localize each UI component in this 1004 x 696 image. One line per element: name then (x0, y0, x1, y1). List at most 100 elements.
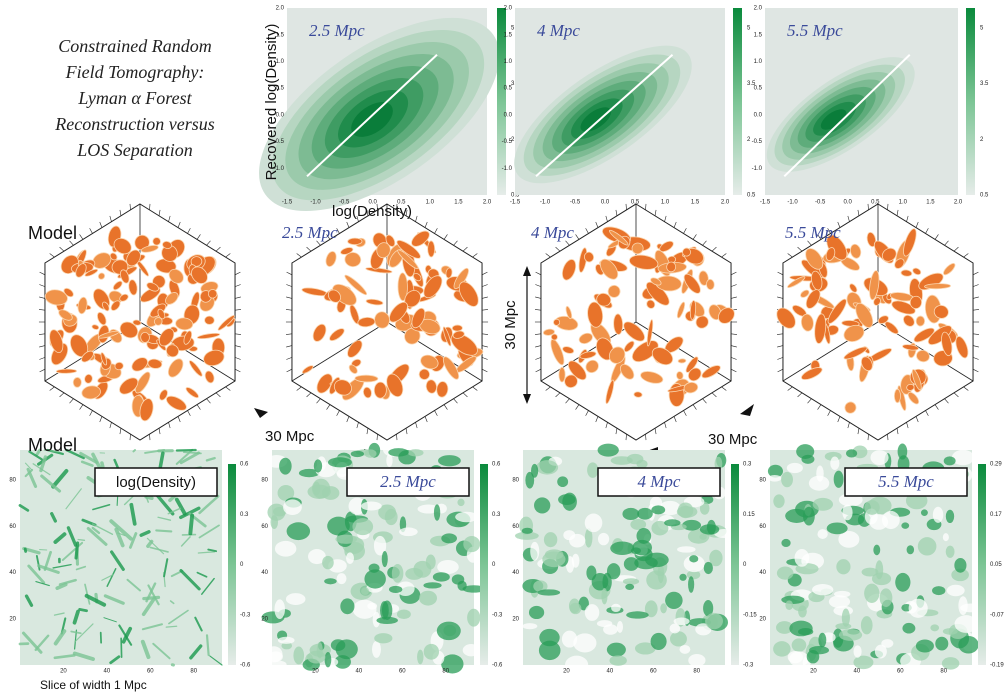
density-blob (603, 624, 618, 635)
density-blob (388, 448, 409, 457)
density-blob (407, 449, 424, 457)
density-blob (463, 536, 481, 553)
filament (43, 449, 60, 453)
title-line: Reconstruction versus (54, 114, 214, 134)
density-blob (636, 459, 648, 469)
density-blob (423, 582, 442, 589)
density-blob (274, 599, 285, 620)
isosurface-blob (413, 272, 422, 282)
density-blob (812, 497, 834, 511)
isosurface-blob (344, 274, 368, 296)
density-blob (335, 534, 357, 544)
isosurface-blob (357, 316, 376, 328)
box-tick (149, 203, 151, 210)
box-tick (168, 215, 171, 222)
y-tick-label: 0.5 (754, 86, 763, 92)
isosurface-blob (907, 391, 920, 405)
density-blob (958, 636, 979, 654)
density-blob (381, 551, 388, 568)
density-blob (941, 657, 960, 670)
density-blob (417, 504, 440, 514)
y-tick-label: -0.5 (502, 139, 513, 145)
density-blob (864, 583, 880, 604)
density-blob (683, 555, 705, 573)
isosurface-blob (701, 365, 721, 379)
box-tick (654, 209, 657, 216)
isosurface-blob (578, 332, 593, 344)
density-blob (798, 605, 807, 618)
box-tick (625, 203, 627, 210)
density-blob (709, 549, 723, 567)
box-tick (286, 357, 293, 360)
y-tick-label: 2.0 (504, 6, 513, 12)
isosurface-blob (81, 385, 101, 400)
box-tick (664, 422, 667, 429)
filament (70, 630, 82, 635)
density-blob (630, 518, 647, 530)
box-tick (944, 240, 949, 246)
density-blob (930, 624, 940, 632)
isosurface-blob (217, 315, 235, 331)
identity-line (306, 54, 438, 178)
isosurface-blob (58, 309, 73, 321)
density-blob (875, 560, 884, 580)
box-tick (158, 209, 161, 216)
density-blob (569, 533, 586, 548)
box-tick (366, 209, 369, 216)
filament (189, 644, 203, 660)
density-blob (346, 552, 354, 564)
isosurface-blob (787, 276, 806, 289)
density-blob (651, 520, 669, 536)
isosurface-blob (159, 389, 168, 401)
filament (65, 448, 85, 460)
density-blob (874, 644, 887, 659)
density-blob (773, 494, 785, 508)
density-blob (714, 456, 723, 471)
box-tick (286, 345, 293, 348)
isosurface-blob (646, 299, 656, 309)
filament (53, 653, 76, 660)
filament (197, 551, 216, 554)
density-blob (842, 504, 853, 521)
y-tick-label: 2.0 (276, 6, 285, 12)
box-tick (797, 246, 803, 252)
density-blob (340, 598, 355, 615)
filament (35, 448, 42, 456)
isosurface-blob (98, 330, 120, 339)
box-tick (99, 416, 103, 423)
colorbar-tick-label: 0.29 (990, 462, 1002, 468)
identity-line (535, 54, 674, 178)
density-blob (773, 641, 791, 657)
isosurface-blob (599, 258, 619, 280)
y-tick-label: 2.0 (754, 6, 763, 12)
box-tick (730, 271, 737, 276)
box-tick (575, 404, 580, 410)
box-tick (817, 404, 822, 410)
box-tick (109, 422, 112, 429)
x-tick-label: 0.0 (844, 200, 853, 206)
filament (165, 625, 178, 628)
colorbar-tick-label: -0.19 (990, 663, 1004, 669)
isosurface-blob (640, 371, 664, 384)
density-blob (651, 505, 666, 515)
isosurface-blob (423, 275, 443, 299)
density-blob (586, 565, 597, 581)
box-tick (925, 228, 929, 234)
box-tick (896, 428, 899, 435)
box-tick (405, 428, 408, 435)
colorbar-tick-label: 5 (980, 26, 984, 32)
x-tick-label: 20 (60, 669, 67, 675)
isosurface-blob (894, 258, 905, 269)
box-tick (149, 434, 151, 441)
density-blob (781, 595, 805, 604)
box-tick (972, 271, 979, 276)
box-tick (38, 333, 45, 335)
x-tick-label: 1.0 (899, 200, 908, 206)
density-blob (543, 532, 558, 548)
filament (140, 639, 151, 660)
box-tick (69, 398, 74, 404)
isosurface-blob (157, 308, 166, 320)
filament (129, 502, 137, 526)
x-tick-label: 60 (650, 669, 657, 675)
density-blob (293, 646, 305, 665)
